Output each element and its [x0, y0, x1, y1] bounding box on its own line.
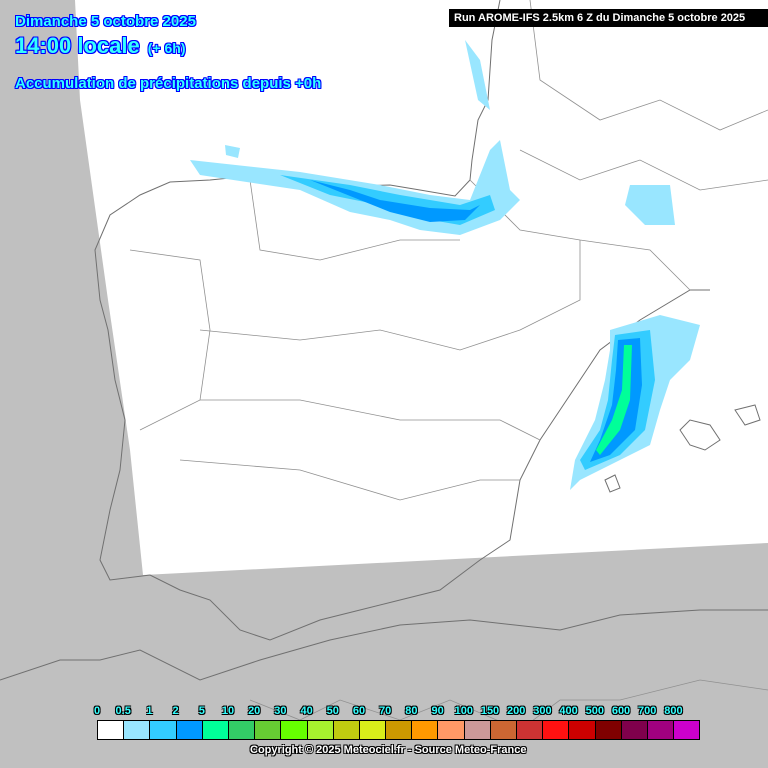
- legend-label: 20: [248, 705, 261, 717]
- legend-bar: [97, 720, 701, 740]
- legend-label: 100: [454, 705, 473, 717]
- precipitation-areas: [190, 40, 700, 490]
- legend-label: 1: [146, 705, 153, 717]
- legend-swatch: [412, 721, 439, 739]
- legend-swatch: [359, 721, 387, 739]
- legend-label: 10: [221, 705, 235, 717]
- legend-swatch: [386, 721, 413, 739]
- legend-label: 0.5: [115, 705, 131, 717]
- legend-swatch: [595, 721, 622, 739]
- legend-label: 700: [638, 705, 657, 717]
- field-title: Accumulation de précipitations depuis +0…: [15, 75, 322, 92]
- legend-label: 30: [274, 705, 287, 717]
- legend-label: 300: [533, 705, 552, 717]
- legend-label: 5: [198, 705, 205, 717]
- forecast-offset: (+ 6h): [147, 40, 186, 56]
- admin-borders: [129, 0, 768, 731]
- legend-swatch: [98, 721, 125, 739]
- legend-label: 2: [172, 705, 179, 717]
- legend-swatch: [176, 721, 203, 739]
- local-time: 14:00 locale: [15, 33, 140, 58]
- legend-label: 600: [611, 705, 631, 717]
- legend-label: 50: [326, 705, 339, 717]
- legend-swatch: [517, 721, 544, 739]
- legend-label: 40: [300, 705, 313, 717]
- legend-label: 90: [431, 705, 444, 717]
- legend-swatch: [333, 721, 360, 739]
- legend-swatch: [569, 721, 596, 739]
- legend-swatch: [281, 721, 308, 739]
- coastlines: [0, 0, 768, 681]
- legend-label: 150: [480, 705, 500, 717]
- legend-swatch: [438, 721, 465, 739]
- legend-swatch: [490, 721, 517, 739]
- legend-label: 500: [585, 705, 604, 717]
- run-label: Run AROME-IFS 2.5km 6 Z du Dimanche 5 oc…: [449, 9, 768, 27]
- legend-swatch: [150, 721, 177, 739]
- legend-swatch: [124, 721, 151, 739]
- legend-swatch: [674, 721, 700, 739]
- legend-swatch: [621, 721, 648, 739]
- legend-swatch: [228, 721, 256, 739]
- legend-label: 200: [507, 705, 526, 717]
- legend-swatch: [307, 721, 334, 739]
- legend-label: 800: [664, 705, 683, 717]
- copyright: Copyright © 2025 Meteociel.fr - Source M…: [250, 744, 527, 756]
- legend-swatch: [255, 721, 282, 739]
- forecast-date: Dimanche 5 octobre 2025: [15, 13, 196, 30]
- legend-label: 0: [93, 705, 101, 717]
- forecast-time: 14:00 locale (+ 6h): [15, 33, 185, 59]
- legend-swatch: [647, 721, 675, 739]
- legend-swatch: [464, 721, 491, 739]
- legend-label: 70: [379, 705, 392, 717]
- legend-swatch: [543, 721, 570, 739]
- legend-label: 80: [405, 705, 418, 717]
- legend-swatch: [202, 721, 229, 739]
- legend-label: 400: [559, 705, 578, 717]
- legend-label: 60: [352, 705, 366, 717]
